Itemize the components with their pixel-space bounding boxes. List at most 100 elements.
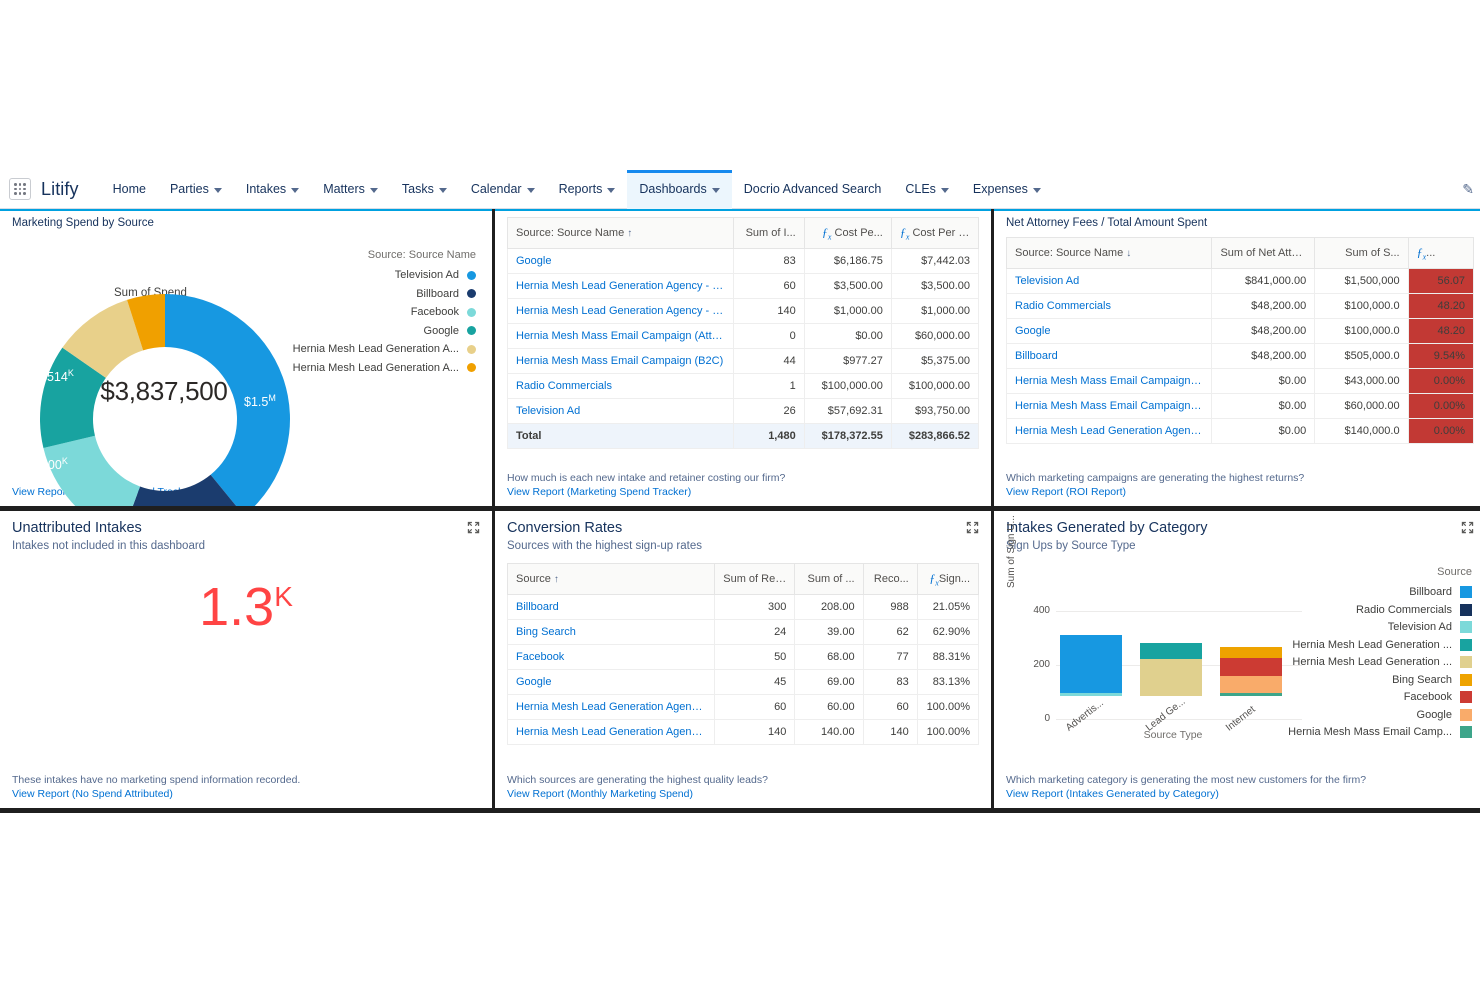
chevron-down-icon[interactable] xyxy=(607,187,616,193)
donut-slice-0[interactable] xyxy=(165,294,290,506)
cell-source[interactable]: Radio Commercials xyxy=(506,373,735,400)
nav-item-dashboards[interactable]: Dashboards xyxy=(627,169,733,209)
nav-item-reports[interactable]: Reports xyxy=(547,170,628,209)
donut-slice-2[interactable] xyxy=(43,435,141,506)
cell-source[interactable]: Hernia Mesh Lead Generation Agency - CMG xyxy=(506,273,735,300)
col-header-signup-rate[interactable]: ƒxSign... xyxy=(916,562,980,596)
bar-segment[interactable] xyxy=(1220,646,1282,658)
donut-slice-1[interactable] xyxy=(122,474,244,506)
donut-slice-5[interactable] xyxy=(127,294,165,351)
legend-item[interactable]: Billboard xyxy=(1288,586,1472,598)
col-header-sum-net-attorney-fees[interactable]: Sum of Net Attorne... xyxy=(1211,236,1316,270)
cell-source[interactable]: Hernia Mesh Mass Email Campaign (B2C) xyxy=(506,348,735,375)
legend-item[interactable]: Radio Commercials xyxy=(1288,603,1472,616)
bar-segment[interactable] xyxy=(1140,642,1202,660)
legend-item[interactable]: Television Ad xyxy=(1288,621,1472,633)
nav-item-matters[interactable]: Matters xyxy=(311,170,390,209)
nav-item-parties[interactable]: Parties xyxy=(158,170,234,209)
app-brand-name[interactable]: Litify xyxy=(41,178,79,199)
chevron-down-icon[interactable] xyxy=(369,187,378,193)
donut-slice-3[interactable] xyxy=(39,347,106,449)
pencil-icon[interactable]: ✎ xyxy=(1462,180,1474,197)
nav-item-home[interactable]: Home xyxy=(101,170,158,209)
col-header-sum-of[interactable]: Sum of ... xyxy=(794,562,864,596)
col-header-source[interactable]: Source: Source Name ↓ xyxy=(1005,236,1213,270)
legend-item[interactable]: Facebook xyxy=(293,306,476,318)
cell-source[interactable]: Hernia Mesh Mass Email Campaign (B2C) xyxy=(1005,368,1213,395)
cell-source[interactable]: Google xyxy=(506,669,716,696)
view-report-link-spend-tracker[interactable]: View Report (Marketing Spend Tracker) xyxy=(507,486,692,498)
bar-segment[interactable] xyxy=(1220,676,1282,693)
cell-source[interactable]: Facebook xyxy=(506,644,716,671)
bar-segment[interactable] xyxy=(1060,692,1122,696)
legend-item[interactable]: Hernia Mesh Lead Generation ... xyxy=(1288,656,1472,668)
chevron-down-icon[interactable] xyxy=(526,187,535,193)
view-report-link-no-spend-attributed[interactable]: View Report (No Spend Attributed) xyxy=(12,788,173,800)
chevron-down-icon[interactable] xyxy=(1032,187,1041,193)
col-header-roi-formula[interactable]: ƒx... xyxy=(1407,236,1475,270)
cell-source[interactable]: Television Ad xyxy=(506,398,735,425)
expand-icon[interactable] xyxy=(467,521,480,534)
cell-source[interactable]: Google xyxy=(506,248,735,275)
cell-source[interactable]: Google xyxy=(1005,318,1213,345)
col-header-record-count[interactable]: Reco... xyxy=(862,562,918,596)
legend-item[interactable]: Google xyxy=(1288,708,1472,721)
col-header-sum-spent[interactable]: Sum of S... xyxy=(1314,236,1409,270)
bar-0[interactable] xyxy=(1060,634,1122,696)
expand-icon[interactable] xyxy=(1461,521,1474,534)
cell-source[interactable]: Hernia Mesh Lead Generation Agency - C xyxy=(506,694,716,721)
bar-segment[interactable] xyxy=(1220,692,1282,696)
nav-item-docrio-advanced-search[interactable]: Docrio Advanced Search xyxy=(732,170,894,209)
cell-source[interactable]: Hernia Mesh Lead Generation Agency - Pi xyxy=(506,719,716,746)
nav-item-cles[interactable]: CLEs xyxy=(893,170,961,209)
donut-chart[interactable] xyxy=(2,259,302,506)
cell-source[interactable]: Hernia Mesh Mass Email Campaign (Attorne… xyxy=(1005,393,1213,420)
view-report-link-monthly-marketing-spend[interactable]: View Report (Monthly Marketing Spend) xyxy=(507,788,693,800)
col-header-sum-of-intakes[interactable]: Sum of I... xyxy=(733,216,805,250)
view-report-link-intakes-by-category[interactable]: View Report (Intakes Generated by Catego… xyxy=(1006,788,1219,800)
bar-1[interactable] xyxy=(1140,642,1202,696)
legend-item[interactable]: Hernia Mesh Lead Generation A... xyxy=(293,343,476,355)
stacked-bar-chart[interactable]: Sum of Sign U... 0 200 400 Advertis... Lead… xyxy=(1006,515,1308,741)
donut-slice-4[interactable] xyxy=(62,299,144,378)
col-header-source[interactable]: Source: Source Name ↑ xyxy=(506,216,735,250)
legend-label: Radio Commercials xyxy=(1356,603,1452,616)
nav-item-intakes[interactable]: Intakes xyxy=(234,170,311,209)
bar-segment[interactable] xyxy=(1140,659,1202,696)
cell-source[interactable]: Billboard xyxy=(1005,343,1213,370)
legend-item[interactable]: Hernia Mesh Mass Email Camp... xyxy=(1288,726,1472,738)
nav-item-tasks[interactable]: Tasks xyxy=(390,170,459,209)
legend-item[interactable]: Billboard xyxy=(293,288,476,300)
bar-segment[interactable] xyxy=(1220,657,1282,677)
legend-item[interactable]: Hernia Mesh Lead Generation ... xyxy=(1288,638,1472,651)
cell-source[interactable]: Hernia Mesh Mass Email Campaign (Attorne… xyxy=(506,323,735,350)
cell-source[interactable]: Billboard xyxy=(506,594,716,621)
cell-source[interactable]: Hernia Mesh Lead Generation Agency - Pin… xyxy=(506,298,735,325)
view-report-link-roi[interactable]: View Report (ROI Report) xyxy=(1006,486,1127,498)
cell-source[interactable]: Radio Commercials xyxy=(1005,293,1213,320)
legend-item[interactable]: Hernia Mesh Lead Generation A... xyxy=(293,362,476,374)
cell-source[interactable]: Television Ad xyxy=(1005,268,1213,295)
chevron-down-icon[interactable] xyxy=(940,187,949,193)
bar-2[interactable] xyxy=(1220,646,1282,696)
chevron-down-icon[interactable] xyxy=(438,187,447,193)
legend-item[interactable]: Google xyxy=(293,325,476,337)
nav-item-calendar[interactable]: Calendar xyxy=(459,170,547,209)
legend-color-swatch xyxy=(467,289,476,298)
legend-item[interactable]: Television Ad xyxy=(293,269,476,281)
bar-segment[interactable] xyxy=(1060,634,1122,693)
col-header-cost-per-retainer[interactable]: ƒx Cost Per R... xyxy=(890,216,980,250)
app-launcher-icon[interactable] xyxy=(9,178,31,200)
expand-icon[interactable] xyxy=(966,521,979,534)
cell-source[interactable]: Hernia Mesh Lead Generation Agency - Pin… xyxy=(1005,418,1213,445)
chevron-down-icon[interactable] xyxy=(291,187,300,193)
cell-source[interactable]: Bing Search xyxy=(506,619,716,646)
chevron-down-icon[interactable] xyxy=(711,187,720,193)
chevron-down-icon[interactable] xyxy=(213,187,222,193)
col-header-source[interactable]: Source ↑ xyxy=(506,562,716,596)
col-header-sum-retainers[interactable]: Sum of Retai... xyxy=(714,562,796,596)
nav-item-expenses[interactable]: Expenses xyxy=(961,170,1053,209)
legend-item[interactable]: Facebook xyxy=(1288,691,1472,703)
col-header-cost-per-intake[interactable]: ƒx Cost Pe... xyxy=(803,216,892,250)
legend-item[interactable]: Bing Search xyxy=(1288,673,1472,686)
